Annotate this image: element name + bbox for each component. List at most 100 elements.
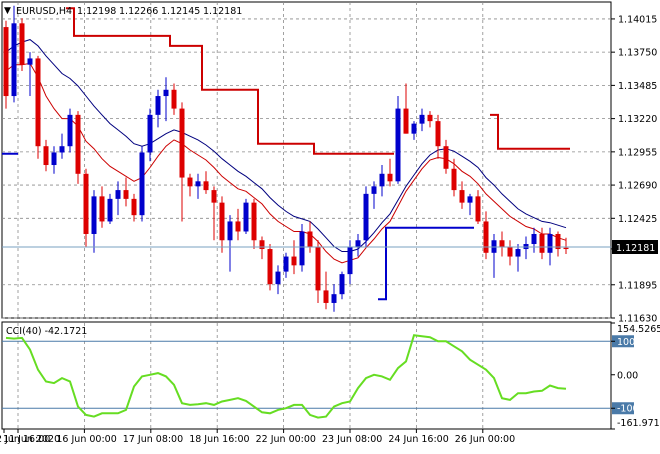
- ohlc-readout: 1.12198 1.12266 1.12145 1.12181: [77, 6, 242, 17]
- cci-line: [5, 334, 567, 419]
- candle-body: [331, 294, 337, 303]
- time-tick-label: 18 Jun 16:00: [189, 434, 249, 445]
- candle-body: [91, 196, 97, 234]
- candle-body: [531, 233, 537, 245]
- candle-body: [243, 202, 249, 232]
- candle-body: [139, 152, 145, 216]
- candle-body: [83, 173, 89, 234]
- time-tick-label: 12 Jun 16:00: [0, 434, 50, 445]
- symbol-label[interactable]: EURUSD,H4: [16, 6, 72, 17]
- candle-body: [363, 193, 369, 241]
- cci-tick-label: -100: [617, 404, 639, 415]
- stop-level-lower: [2, 152, 474, 301]
- cci-tick-label: 100: [617, 337, 635, 348]
- price-tick-label: 1.13485: [618, 81, 657, 92]
- candle-body: [435, 121, 441, 147]
- time-tick-label: 16 Jun 00:00: [56, 434, 116, 445]
- candle-body: [131, 198, 137, 216]
- candle-body: [483, 221, 489, 253]
- candle-body: [179, 108, 185, 178]
- time-axis: 11 Jun 202012 Jun 16:00 16 Jun 00:00 17 Ju…: [0, 429, 515, 445]
- main-grid: [2, 2, 611, 319]
- candle-body: [299, 231, 305, 266]
- candle-body: [411, 123, 417, 134]
- time-tick-label: 24 Jun 16:00: [388, 434, 448, 445]
- candle-body: [555, 233, 561, 250]
- candle-body: [459, 190, 465, 203]
- price-tick-label: 1.11630: [618, 314, 657, 325]
- candle-body: [547, 233, 553, 253]
- candle-body: [259, 240, 265, 250]
- candle-body: [283, 256, 289, 272]
- indicator-overlays: [2, 7, 570, 301]
- candle-body: [395, 108, 401, 182]
- candle-body: [323, 290, 329, 303]
- candle-body: [539, 233, 545, 253]
- stop-level-upper: [66, 7, 570, 155]
- symbol-dropdown-icon[interactable]: ▼: [4, 6, 11, 16]
- ohlc-value: 1.12266: [119, 6, 158, 17]
- cci-tick-label: 0.00: [617, 370, 638, 381]
- candle-body: [339, 274, 345, 295]
- candle-body: [123, 190, 129, 199]
- candle-body: [515, 249, 521, 257]
- candle-body: [347, 246, 353, 275]
- candlestick-series: [3, 5, 569, 312]
- candle-body: [451, 168, 457, 191]
- candle-body: [499, 240, 505, 247]
- time-tick-label: 22 Jun 00:00: [256, 434, 316, 445]
- candle-body: [251, 202, 257, 241]
- candle-body: [155, 96, 161, 115]
- cci-tick-label: -161.9714: [617, 418, 660, 429]
- candle-body: [307, 231, 313, 247]
- candle-body: [403, 108, 409, 134]
- candle-body: [35, 58, 41, 147]
- cci-axis: 154.5265 100 0.00 -100 -161.9714: [611, 322, 660, 430]
- candle-body: [235, 221, 241, 232]
- candle-body: [379, 173, 385, 187]
- candle-body: [59, 146, 65, 153]
- cci-level-tag: [612, 402, 634, 415]
- cci-panel: [1, 321, 612, 430]
- candle-body: [163, 89, 169, 97]
- time-tick-label: 11 Jun 2020: [3, 434, 60, 445]
- candle-body: [427, 114, 433, 122]
- price-tick-label: 1.13750: [618, 48, 657, 59]
- price-tick-label: 1.12690: [618, 181, 657, 192]
- ohlc-value: 1.12145: [161, 6, 200, 17]
- price-tick-label: 1.14015: [618, 14, 657, 25]
- candle-body: [475, 196, 481, 222]
- time-tick-label: 23 Jun 08:00: [322, 434, 382, 445]
- candle-body: [43, 146, 49, 166]
- candle-body: [19, 23, 25, 65]
- candle-body: [11, 23, 17, 97]
- candle-body: [291, 256, 297, 266]
- candle-body: [227, 221, 233, 241]
- candle-body: [107, 198, 113, 222]
- price-tick-label: 1.12955: [618, 147, 657, 158]
- candle-body: [51, 152, 57, 166]
- candle-body: [467, 196, 473, 203]
- candle-body: [115, 190, 121, 199]
- price-axis: 1.14015 1.13750 1.13485 1.13220 1.12955 1.126…: [611, 14, 657, 325]
- candle-body: [195, 181, 201, 187]
- candle-body: [443, 146, 449, 169]
- price-tick-label: 1.13220: [618, 114, 657, 125]
- candle-body: [27, 58, 33, 65]
- candle-body: [507, 246, 513, 257]
- current-price-tag: [612, 240, 658, 254]
- cci-tick-label: 154.5265: [617, 324, 660, 335]
- slow-ma-line: [5, 39, 567, 252]
- candle-body: [75, 114, 81, 174]
- cci-grid: [2, 323, 611, 429]
- candle-body: [387, 173, 393, 182]
- candle-body: [3, 27, 9, 97]
- candle-body: [219, 202, 225, 241]
- ohlc-value: 1.12181: [203, 6, 242, 17]
- fast-ma-line: [5, 62, 567, 264]
- time-tick-label: 26 Jun 00:00: [455, 434, 515, 445]
- candle-body: [315, 246, 321, 291]
- candle-body: [171, 89, 177, 109]
